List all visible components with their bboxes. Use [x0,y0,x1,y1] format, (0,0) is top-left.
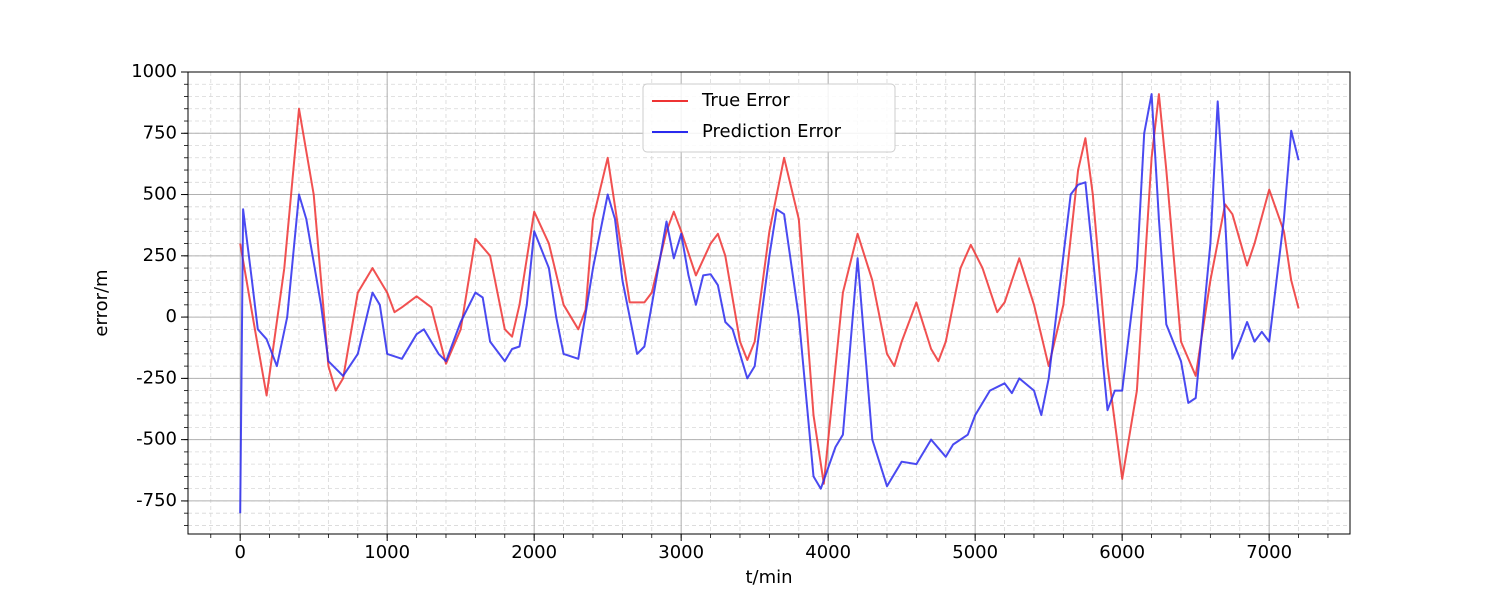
x-tick-label: 6000 [1099,542,1145,563]
plot-frame [187,71,1351,535]
y-tick-label: -500 [136,429,177,450]
x-tick-label: 7000 [1246,542,1292,563]
x-tick-label: 3000 [658,542,704,563]
legend-box [642,83,896,153]
y-tick-label: -250 [136,367,177,388]
legend: True Error Prediction Error [642,83,896,153]
y-tick-label: 1000 [131,61,177,82]
x-tick-label: 0 [234,542,245,563]
x-tick-label: 2000 [511,542,557,563]
y-axis-label: error/m [91,269,112,336]
x-axis-label: t/min [745,567,792,588]
series-line [239,93,1300,514]
y-tick-label: 0 [166,306,177,327]
x-tick-label: 5000 [952,542,998,563]
y-tick-label: 500 [143,184,177,205]
legend-label: Prediction Error [702,121,842,142]
y-tick-label: 250 [143,245,177,266]
x-tick-label: 4000 [805,542,851,563]
series-line [239,93,1300,485]
y-tick-label: -750 [136,490,177,511]
x-tick-label: 1000 [364,542,410,563]
legend-label: True Error [701,90,790,111]
y-tick-label: 750 [143,122,177,143]
